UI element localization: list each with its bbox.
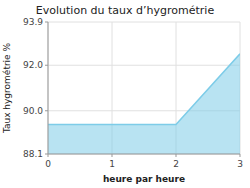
axes: 88.1 90.0 92.0 93.9 0 1 2 3 [23, 17, 243, 169]
x-tick [48, 154, 49, 157]
x-tick-label: 0 [45, 159, 51, 169]
grid-line-y [48, 65, 240, 66]
grid-line-y [48, 22, 240, 23]
line [48, 54, 240, 125]
chart: 88.1 90.0 92.0 93.9 0 1 2 3 heure par heure Taux … [0, 0, 250, 188]
grid-line-y [48, 154, 240, 155]
area [48, 54, 240, 154]
x-axis-label: heure par heure [103, 174, 185, 184]
y-tick [45, 22, 48, 23]
x-tick [240, 154, 241, 157]
x-tick [112, 154, 113, 157]
x-tick-label: 1 [109, 159, 115, 169]
title: Evolution du taux d’hygrométrie [36, 4, 215, 17]
grid-line-x [48, 22, 49, 154]
x-tick [176, 154, 177, 157]
grid [48, 22, 240, 154]
x-axis-line [48, 154, 240, 155]
y-axis-label: Taux hygrométrie % [2, 42, 12, 134]
y-tick-label: 92.0 [23, 60, 43, 70]
y-tick [45, 65, 48, 66]
y-tick-label: 88.1 [23, 149, 43, 159]
y-tick-label: 90.0 [23, 106, 43, 116]
y-tick-label: 93.9 [23, 17, 43, 27]
plot-area [48, 54, 240, 154]
chart-container: 88.1 90.0 92.0 93.9 0 1 2 3 heure par heure Taux … [0, 0, 250, 188]
y-tick [45, 110, 48, 111]
x-tick-label: 2 [173, 159, 179, 169]
x-tick-label: 3 [237, 159, 243, 169]
y-axis-line [48, 22, 49, 154]
